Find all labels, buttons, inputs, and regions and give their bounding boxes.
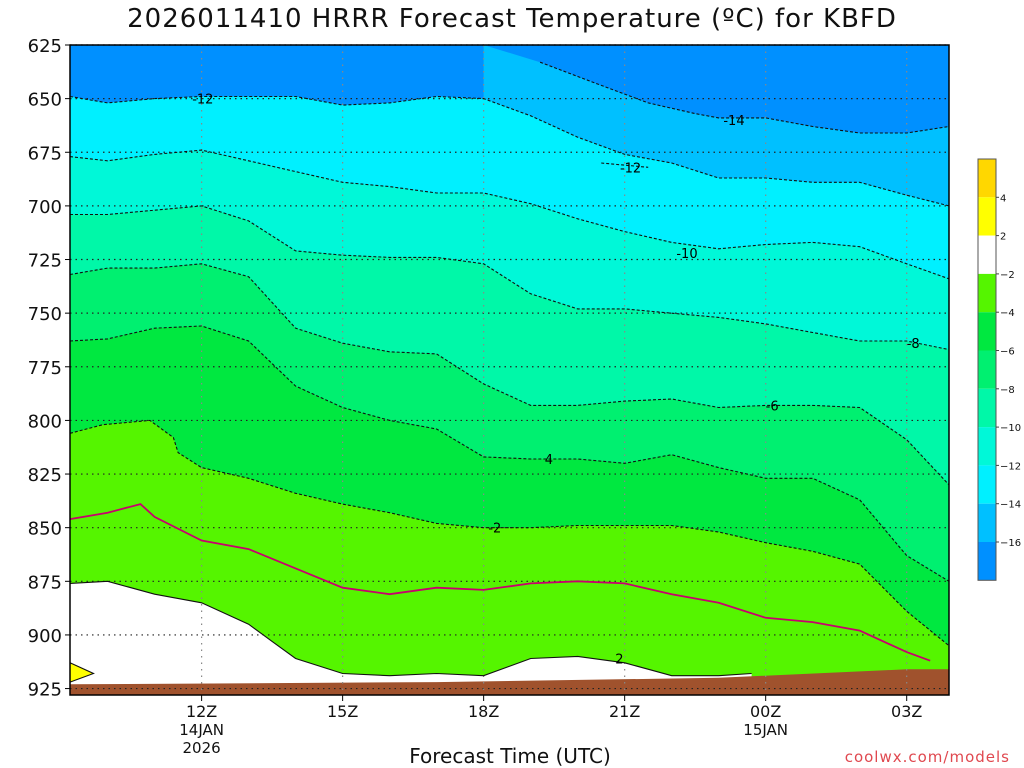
y-tick-label-925: 925: [28, 680, 62, 701]
contour-line-0: [69, 503, 931, 662]
legend-label--2: −2: [1000, 270, 1015, 281]
x-tick-label-21Z: 21Z: [609, 702, 640, 721]
y-tick-label-675: 675: [28, 143, 62, 164]
contour-label--14: -14: [723, 114, 744, 129]
legend-swatch--8: [978, 350, 996, 389]
y-tick-label-850: 850: [28, 519, 62, 540]
legend-label-4: 4: [1000, 193, 1006, 204]
fill-band--2: [70, 420, 949, 695]
contour-line--6: [69, 263, 950, 486]
x-tick-label-18Z: 18Z: [468, 702, 499, 721]
fill-band-2: [70, 581, 752, 695]
x-tick-sublabel-15JAN: 15JAN: [743, 721, 788, 739]
contour-label--12: -12: [192, 93, 213, 108]
contour-line--2: [69, 419, 950, 647]
legend-swatch--14: [978, 465, 996, 504]
legend-label--14: −14: [1000, 500, 1021, 511]
legend-label--10: −10: [1000, 423, 1021, 434]
legend-label--4: −4: [1000, 308, 1015, 319]
x-axis-title: Forecast Time (UTC): [409, 744, 611, 768]
x-tick-sublabel-2026: 2026: [183, 739, 221, 757]
temperature-fill-bands: [70, 45, 949, 696]
y-tick-label-800: 800: [28, 411, 62, 432]
legend-swatch-2: [978, 197, 996, 236]
contour-line--10: [70, 205, 950, 351]
legend-label--6: −6: [1000, 347, 1015, 358]
x-tick-label-03Z: 03Z: [891, 702, 922, 721]
legend-swatch-4: [978, 159, 996, 198]
legend-swatch--2: [978, 235, 996, 274]
ground-polygon: [70, 669, 949, 695]
contour-line--14: [539, 61, 950, 134]
contour-label--12.5: -12: [620, 161, 641, 176]
contour-line-2: [69, 580, 752, 677]
x-tick-label-00Z: 00Z: [750, 702, 781, 721]
contour-line--4: [69, 325, 950, 582]
x-tick-sublabel-14JAN: 14JAN: [179, 721, 224, 739]
contour-label--4: 4: [545, 453, 553, 468]
contour-label-2: 2: [615, 653, 623, 668]
contour-label--10: -10: [676, 247, 697, 262]
legend-swatch--16: [978, 503, 996, 542]
y-tick-label-700: 700: [28, 197, 62, 218]
legend-label--8: −8: [1000, 385, 1015, 396]
color-legend: 4 2 −2 −4 −6 −8 −10 −12 −14 −16: [977, 158, 1021, 581]
legend-swatch--18: [978, 542, 996, 581]
y-tick-label-900: 900: [28, 626, 62, 647]
contour-line-4: [69, 662, 95, 683]
legend-swatch--6: [978, 312, 996, 351]
y-tick-label-625: 625: [28, 36, 62, 57]
chart-title: 2026011410 HRRR Forecast Temperature (ºC…: [127, 4, 897, 34]
legend-swatch--4: [978, 273, 996, 313]
ground-layer: [70, 669, 949, 695]
legend-swatch--10: [978, 388, 996, 428]
contour-label--2: -2: [488, 522, 501, 537]
contour-lines: -14 -12 -12 -10 -8 -6 4 -2 2: [69, 61, 950, 683]
legend-border: [977, 158, 997, 581]
y-tick-label-725: 725: [28, 251, 62, 272]
legend-label--16: −16: [1000, 538, 1021, 549]
legend-label--12: −12: [1000, 461, 1021, 472]
legend-swatch--12: [978, 427, 996, 466]
contour-line--12.5: [601, 162, 649, 168]
y-tick-label-775: 775: [28, 358, 62, 379]
plot-frame: [69, 44, 950, 696]
credit-link[interactable]: coolwx.com/models: [844, 748, 1010, 766]
x-tick-label-12Z: 12Z: [186, 702, 217, 721]
contour-label--8: -8: [907, 337, 920, 352]
y-tick-label-650: 650: [28, 90, 62, 111]
y-tick-label-750: 750: [28, 304, 62, 325]
contour-line--8: [69, 149, 950, 280]
contour-line--12: [69, 95, 950, 207]
contour-label--6: -6: [766, 399, 779, 414]
x-tick-label-15Z: 15Z: [327, 702, 358, 721]
legend-label-2: 2: [1000, 232, 1006, 243]
y-tick-label-875: 875: [28, 572, 62, 593]
y-tick-label-825: 825: [28, 465, 62, 486]
y-axis: 625 650 675 700 725 750 775 800 825 850 875 900 925: [28, 36, 70, 701]
